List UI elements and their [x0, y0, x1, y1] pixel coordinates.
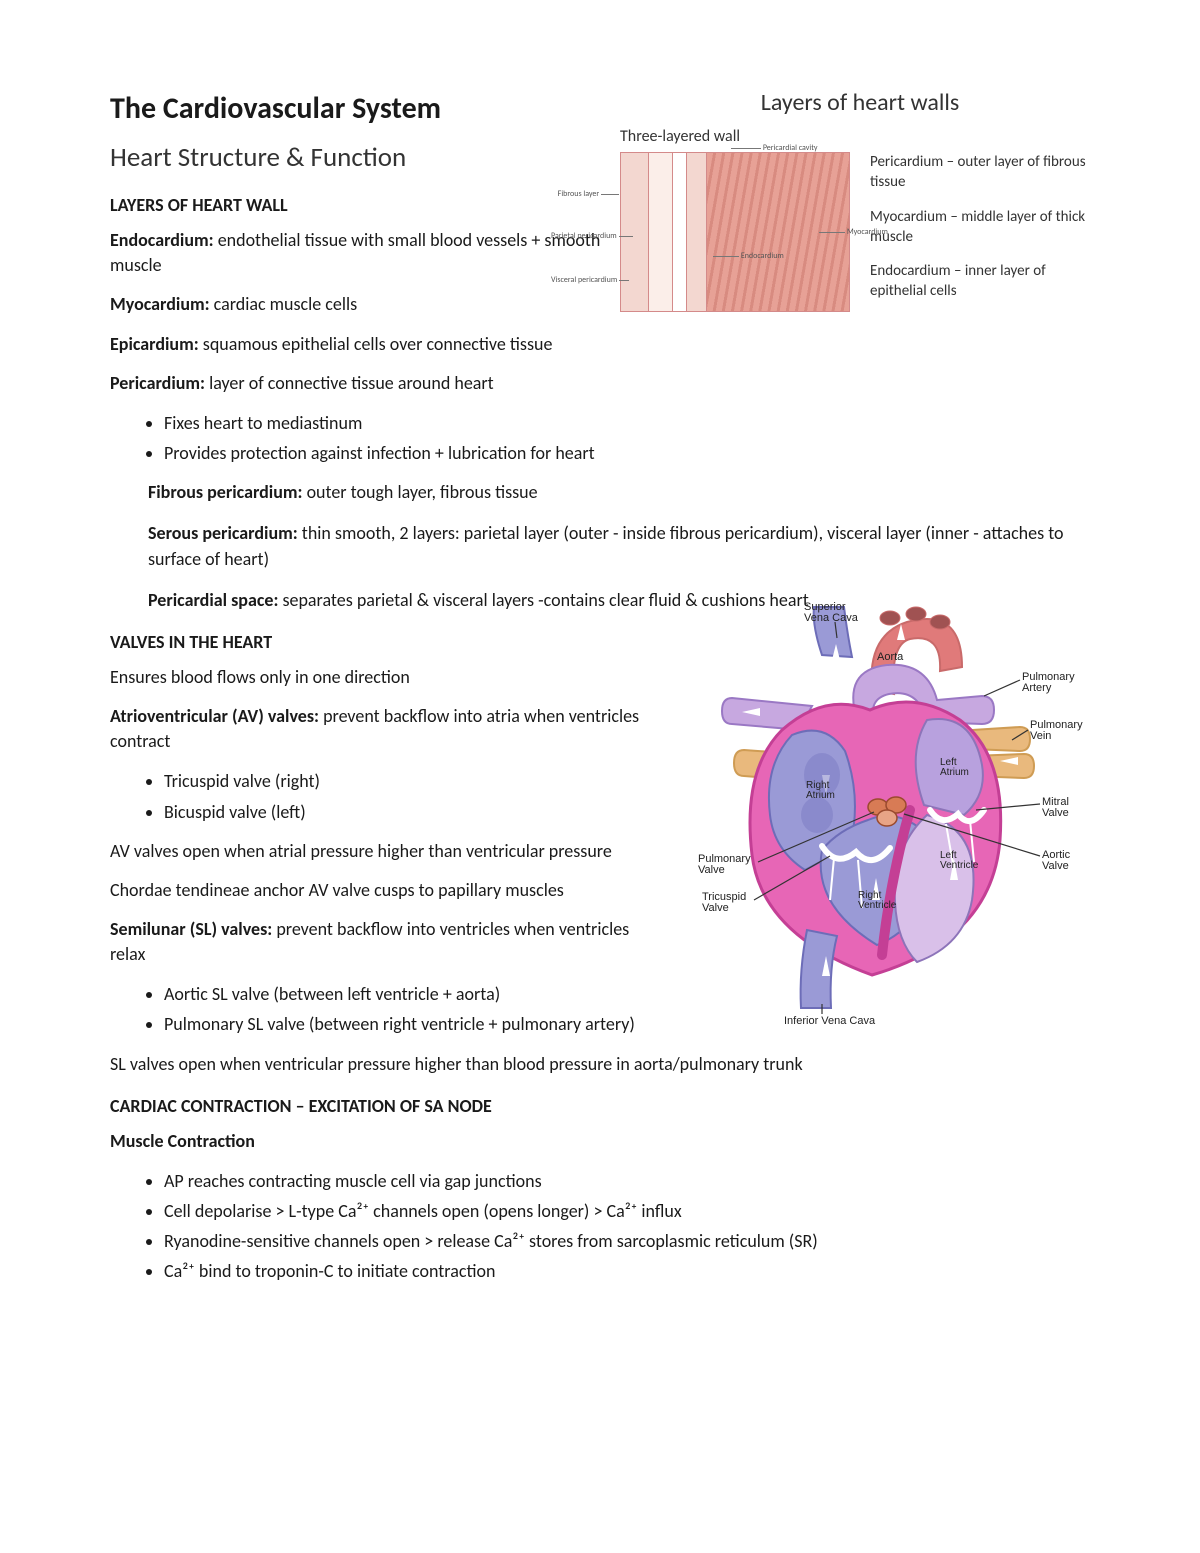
section-contraction: CARDIAC CONTRACTION – EXCITATION OF SA N… [110, 1095, 1090, 1117]
chordae-line: Chordae tendineae anchor AV valve cusps … [110, 878, 660, 903]
wall-label-visceral: Visceral pericardium [551, 275, 619, 285]
heart-label-ivc: Inferior Vena Cava [784, 1015, 876, 1027]
heart-label-mitral: MitralValve [1042, 796, 1069, 819]
list-item: AP reaches contracting muscle cell via g… [164, 1168, 1090, 1194]
av-valves-line: Atrioventricular (AV) valves: prevent ba… [110, 704, 660, 754]
heart-label-aorta: Aorta [877, 651, 904, 663]
fig-wall-subtitle: Three-layered wall [620, 127, 1100, 146]
epicardium-line: Epicardium: squamous epithelial cells ov… [110, 332, 640, 357]
list-item: Ryanodine-sensitive channels open > rele… [164, 1228, 1090, 1254]
valves-intro: Ensures blood flows only in one directio… [110, 665, 660, 690]
fibrous-pericardium-line: Fibrous pericardium: outer tough layer, … [148, 480, 1090, 505]
wall-label-myocardium: Myocardium [819, 227, 888, 237]
pericardium-line: Pericardium: layer of connective tissue … [110, 371, 640, 396]
list-item: Provides protection against infection + … [164, 440, 1090, 466]
av-open-line: AV valves open when atrial pressure high… [110, 839, 660, 864]
fig-wall-title: Layers of heart walls [620, 88, 1100, 117]
serous-pericardium-line: Serous pericardium: thin smooth, 2 layer… [148, 521, 1090, 571]
wall-def-myocardium: Myocardium – middle layer of thick muscl… [870, 207, 1100, 248]
wall-definitions: Pericardium – outer layer of fibrous tis… [870, 152, 1100, 316]
muscle-contraction-heading: Muscle Contraction [110, 1129, 1090, 1154]
heart-label-tric: TricuspidValve [702, 891, 746, 914]
heart-label-pv: PulmonaryVein [1030, 719, 1083, 742]
list-item: Cell depolarise > L-type Ca²⁺ channels o… [164, 1198, 1090, 1224]
heart-label-pa: PulmonaryArtery [1022, 671, 1075, 694]
sl-open-line: SL valves open when ventricular pressure… [110, 1052, 1090, 1077]
myocardium-line: Myocardium: cardiac muscle cells [110, 292, 640, 317]
wall-def-pericardium: Pericardium – outer layer of fibrous tis… [870, 152, 1100, 193]
heart-label-aov: AorticValve [1042, 849, 1071, 872]
figure-heart-wall-layers: Layers of heart walls Three-layered wall… [620, 88, 1100, 316]
wall-def-endocardium: Endocardium – inner layer of epithelial … [870, 261, 1100, 302]
pericardium-bullets: Fixes heart to mediastinum Provides prot… [110, 410, 1090, 466]
heart-label-pulmv: PulmonaryValve [698, 853, 751, 876]
wall-label-endocardium: Endocardium [713, 251, 784, 261]
wall-label-cavity: Pericardial cavity [731, 143, 818, 153]
wall-block-diagram: Fibrous layer Parietal pericardium Visce… [620, 152, 850, 312]
list-item: Ca²⁺ bind to troponin-C to initiate cont… [164, 1258, 1090, 1284]
muscle-bullets: AP reaches contracting muscle cell via g… [110, 1168, 1090, 1284]
figure-heart-anatomy: SuperiorVena Cava Aorta PulmonaryArtery … [672, 600, 1092, 1035]
heart-label-svc: SuperiorVena Cava [804, 601, 859, 624]
wall-label-parietal: Parietal pericardium [551, 231, 619, 241]
list-item: Fixes heart to mediastinum [164, 410, 1090, 436]
sl-valves-line: Semilunar (SL) valves: prevent backflow … [110, 917, 660, 967]
wall-label-fibrous: Fibrous layer [551, 189, 619, 199]
